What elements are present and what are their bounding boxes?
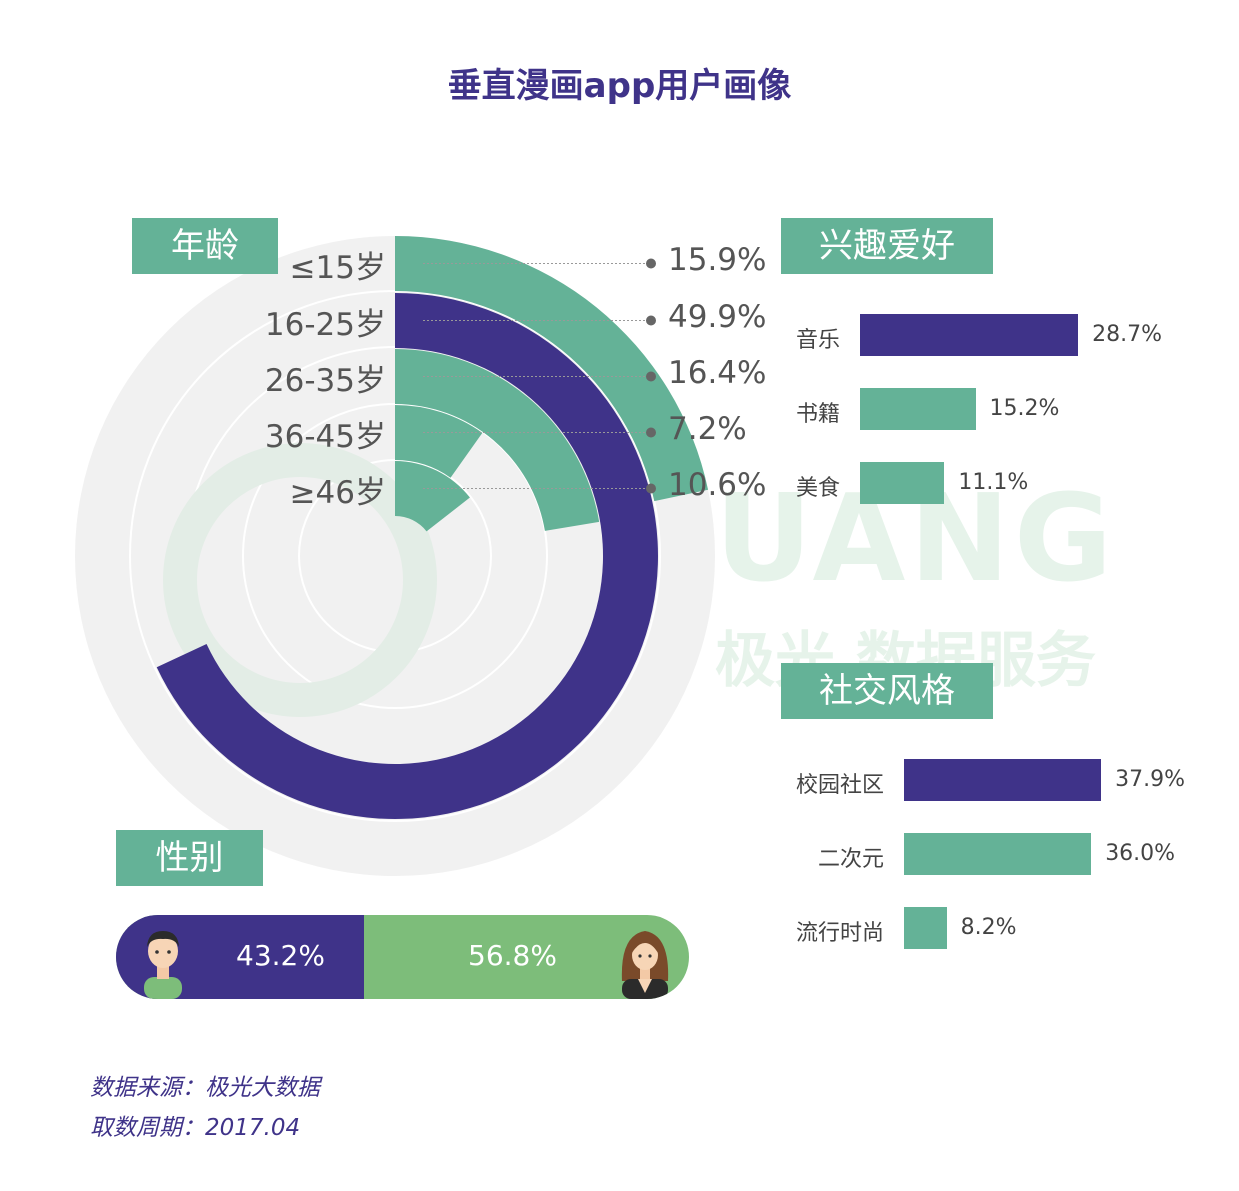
age-category-label: 26-35岁 — [264, 362, 386, 399]
age-bar-0 — [395, 236, 709, 502]
interest-category-label: 书籍 — [795, 402, 840, 427]
gender-male-value: 43.2% — [236, 939, 325, 972]
interest-bar — [860, 388, 976, 430]
watermark-logo-ring — [163, 443, 437, 717]
age-category-label: ≤15岁 — [289, 249, 386, 286]
interest-bar — [860, 462, 945, 504]
age-section-tag: 年龄 — [132, 218, 278, 274]
social-bar — [904, 833, 1092, 875]
age-value-label: 16.4% — [668, 354, 767, 391]
social-bar — [904, 907, 947, 949]
age-leader-dot — [646, 315, 656, 326]
age-leader-dot — [646, 258, 656, 269]
age-value-label: 49.9% — [668, 298, 767, 335]
social-value-label: 8.2% — [960, 915, 1017, 940]
social-value-label: 37.9% — [1115, 767, 1185, 792]
interest-category-label: 美食 — [795, 476, 840, 501]
age-value-label: 7.2% — [668, 410, 747, 447]
social-bar — [904, 759, 1102, 801]
social-category-label: 流行时尚 — [795, 921, 884, 946]
age-leader-dot — [646, 483, 656, 494]
age-value-label: 15.9% — [668, 241, 767, 278]
social-section-tag: 社交风格 — [781, 663, 993, 719]
age-category-label: ≥46岁 — [289, 474, 386, 511]
age-category-label: 36-45岁 — [264, 418, 386, 455]
age-bar-4 — [395, 461, 470, 532]
interest-bar — [860, 314, 1079, 356]
age-leader-dot — [646, 371, 656, 382]
page-title: 垂直漫画app用户画像 — [447, 66, 792, 106]
age-category-label: 16-25岁 — [264, 306, 386, 343]
interest-value-label: 28.7% — [1092, 322, 1162, 347]
age-leader-dot — [646, 427, 656, 438]
age-bar-2 — [395, 349, 600, 531]
age-bar-3 — [395, 404, 483, 478]
gender-bar: 43.2% 56.8% — [116, 915, 689, 999]
data-period: 取数周期：2017.04 — [90, 1115, 301, 1141]
age-value-label: 10.6% — [668, 466, 767, 503]
female-avatar-icon — [621, 931, 669, 999]
interests-section-tag: 兴趣爱好 — [781, 218, 993, 274]
data-source: 数据来源：极光大数据 — [90, 1075, 320, 1101]
gender-female-value: 56.8% — [468, 939, 557, 972]
male-avatar-icon — [144, 931, 182, 999]
interest-value-label: 11.1% — [958, 470, 1029, 495]
social-category-label: 校园社区 — [795, 773, 884, 798]
interest-value-label: 15.2% — [989, 396, 1060, 421]
gender-section-tag: 性别 — [116, 830, 263, 886]
social-value-label: 36.0% — [1105, 841, 1176, 866]
social-category-label: 二次元 — [817, 847, 884, 872]
interest-category-label: 音乐 — [795, 328, 840, 353]
